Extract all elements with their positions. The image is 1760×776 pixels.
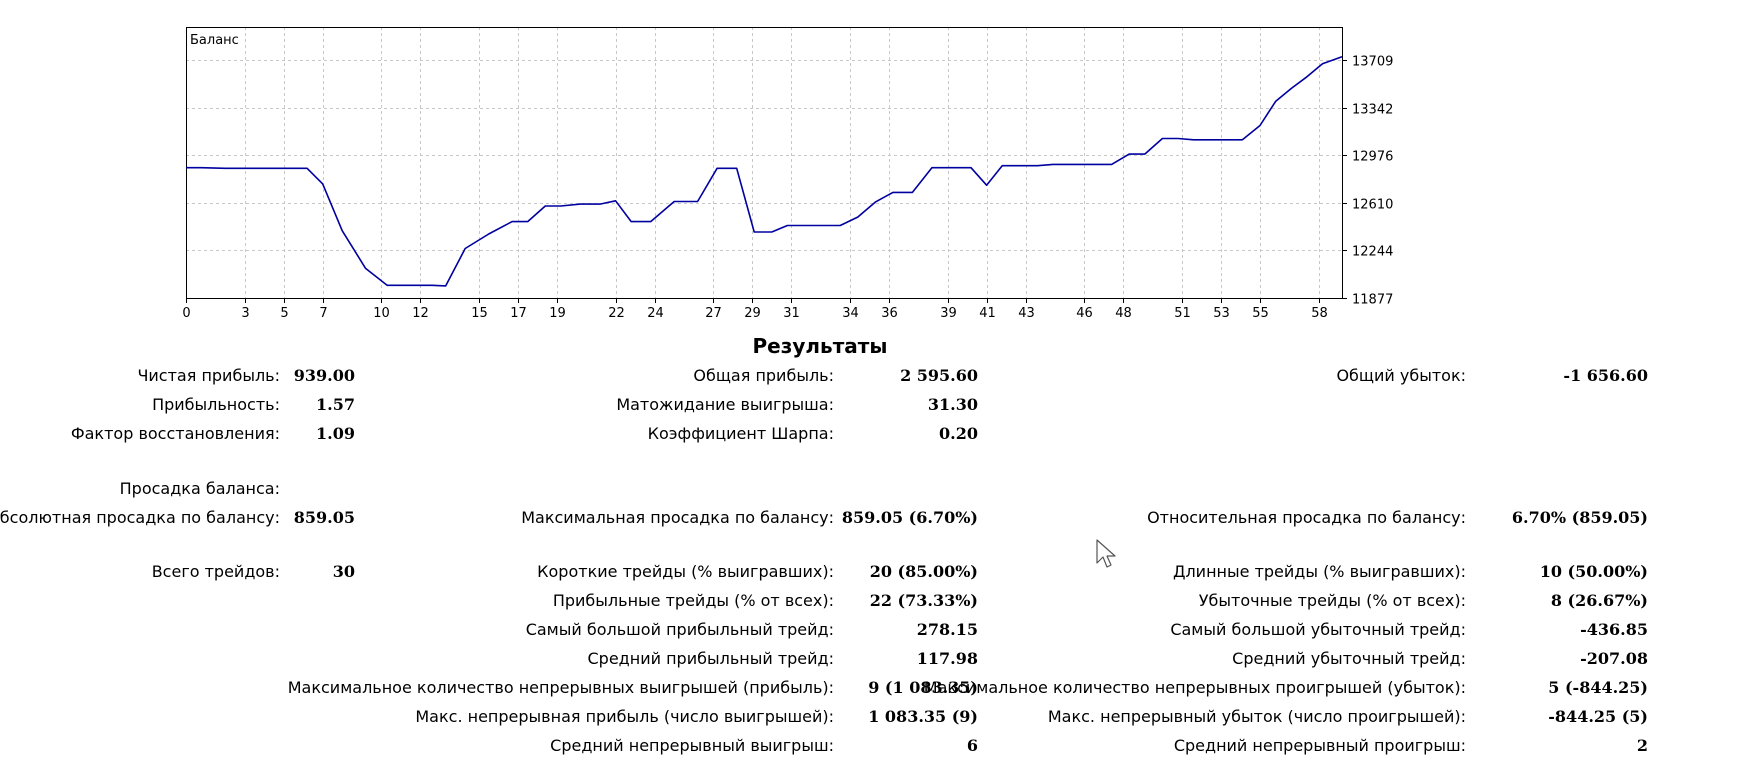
y-axis: 11877 12244 12610 12976 13342 13709 xyxy=(1342,55,1393,308)
expected-payoff-value: 31.30 xyxy=(927,395,978,414)
max-consecutive-losses-value: 5 (-844.25) xyxy=(1548,678,1648,697)
balance-chart: Баланс 0 3 5 7 10 12 15 17 19 22 24 27 29 31 34 36 39 41 4… xyxy=(182,27,1393,321)
gross-profit-label: Общая прибыль: xyxy=(693,366,834,385)
short-trades-value: 20 (85.00%) xyxy=(869,562,978,581)
net-profit-label: Чистая прибыль: xyxy=(137,366,280,385)
sharpe-ratio-value: 0.20 xyxy=(939,424,978,443)
x-tick-label: 41 xyxy=(979,306,996,321)
loss-trades-label: Убыточные трейды (% от всех): xyxy=(1198,591,1466,610)
chart-title: Баланс xyxy=(190,33,239,48)
y-tick-label: 12610 xyxy=(1352,198,1393,213)
x-tick-label: 31 xyxy=(783,306,800,321)
x-tick-label: 51 xyxy=(1174,306,1191,321)
gross-loss-value: -1 656.60 xyxy=(1563,366,1648,385)
x-tick-label: 58 xyxy=(1311,306,1328,321)
relative-drawdown-label: Относительная просадка по балансу: xyxy=(1147,508,1466,527)
x-tick-label: 12 xyxy=(412,306,429,321)
plot-frame xyxy=(186,27,1343,299)
relative-drawdown-value: 6.70% (859.05) xyxy=(1511,508,1648,527)
recovery-factor-label: Фактор восстановления: xyxy=(70,424,280,443)
gross-profit-value: 2 595.60 xyxy=(900,366,978,385)
profit-factor-label: Прибыльность: xyxy=(152,395,280,414)
y-tick-label: 13709 xyxy=(1352,55,1393,70)
max-consecutive-profit-value: 1 083.35 (9) xyxy=(868,707,978,726)
max-consecutive-wins-value: 9 (1 083.35) xyxy=(868,678,978,697)
profit-trades-label: Прибыльные трейды (% от всех): xyxy=(552,591,834,610)
x-tick-label: 7 xyxy=(319,306,327,321)
x-tick-label: 17 xyxy=(510,306,527,321)
largest-loss-trade-label: Самый большой убыточный трейд: xyxy=(1170,620,1466,639)
max-drawdown-value: 859.05 (6.70%) xyxy=(841,508,978,527)
average-consecutive-wins-value: 6 xyxy=(966,736,978,755)
long-trades-value: 10 (50.00%) xyxy=(1539,562,1648,581)
recovery-factor-value: 1.09 xyxy=(316,424,355,443)
average-loss-trade-label: Средний убыточный трейд: xyxy=(1232,649,1466,668)
x-tick-label: 43 xyxy=(1018,306,1035,321)
results-title: Результаты xyxy=(752,334,888,358)
net-profit-value: 939.00 xyxy=(293,366,355,385)
x-tick-label: 3 xyxy=(241,306,249,321)
x-tick-label: 36 xyxy=(881,306,898,321)
x-tick-label: 48 xyxy=(1115,306,1132,321)
x-tick-label: 34 xyxy=(842,306,859,321)
x-tick-label: 27 xyxy=(705,306,722,321)
largest-profit-trade-label: Самый большой прибыльный трейд: xyxy=(525,620,834,639)
absolute-drawdown-label: Абсолютная просадка по балансу: xyxy=(0,508,280,527)
x-tick-label: 5 xyxy=(280,306,288,321)
largest-loss-trade-value: -436.85 xyxy=(1580,620,1648,639)
max-consecutive-profit-label: Макс. непрерывная прибыль (число выигрыш… xyxy=(415,707,834,726)
x-tick-label: 46 xyxy=(1076,306,1093,321)
max-consecutive-wins-label: Максимальное количество непрерывных выиг… xyxy=(287,678,834,697)
y-tick-label: 12976 xyxy=(1352,150,1393,165)
short-trades-label: Короткие трейды (% выигравших): xyxy=(537,562,834,581)
average-consecutive-losses-value: 2 xyxy=(1636,736,1648,755)
x-tick-label: 19 xyxy=(549,306,566,321)
total-trades-value: 30 xyxy=(332,562,355,581)
absolute-drawdown-value: 859.05 xyxy=(293,508,355,527)
max-drawdown-label: Максимальная просадка по балансу: xyxy=(521,508,834,527)
x-tick-label: 22 xyxy=(608,306,625,321)
series-line-balance xyxy=(186,56,1343,287)
max-consecutive-loss-label: Макс. непрерывный убыток (число проигрыш… xyxy=(1047,707,1466,726)
gross-loss-label: Общий убыток: xyxy=(1336,366,1466,385)
max-consecutive-loss-value: -844.25 (5) xyxy=(1548,707,1648,726)
sharpe-ratio-label: Коэффициент Шарпа: xyxy=(647,424,834,443)
x-axis: 0 3 5 7 10 12 15 17 19 22 24 27 29 31 34 36 39 41 43 46 48 51… xyxy=(182,298,1328,321)
average-profit-trade-value: 117.98 xyxy=(916,649,978,668)
average-consecutive-losses-label: Средний непрерывный проигрыш: xyxy=(1173,736,1466,755)
y-tick-label: 12244 xyxy=(1352,245,1393,260)
y-tick-label: 11877 xyxy=(1352,293,1393,308)
average-loss-trade-value: -207.08 xyxy=(1580,649,1648,668)
x-tick-label: 39 xyxy=(940,306,957,321)
x-tick-label: 53 xyxy=(1213,306,1230,321)
profit-factor-value: 1.57 xyxy=(316,395,355,414)
x-tick-label: 0 xyxy=(182,306,190,321)
x-tick-label: 55 xyxy=(1252,306,1269,321)
largest-profit-trade-value: 278.15 xyxy=(916,620,978,639)
average-consecutive-wins-label: Средний непрерывный выигрыш: xyxy=(550,736,834,755)
chart-series xyxy=(186,56,1343,287)
long-trades-label: Длинные трейды (% выигравших): xyxy=(1172,562,1466,581)
profit-trades-value: 22 (73.33%) xyxy=(869,591,978,610)
max-consecutive-losses-label: Максимальное количество непрерывных прои… xyxy=(923,678,1466,697)
total-trades-label: Всего трейдов: xyxy=(151,562,280,581)
y-tick-label: 13342 xyxy=(1352,103,1393,118)
x-tick-label: 24 xyxy=(647,306,664,321)
average-profit-trade-label: Средний прибыльный трейд: xyxy=(587,649,835,668)
x-tick-label: 29 xyxy=(744,306,761,321)
balance-drawdown-label: Просадка баланса: xyxy=(119,479,280,498)
expected-payoff-label: Матожидание выигрыша: xyxy=(616,395,834,414)
x-tick-label: 15 xyxy=(471,306,488,321)
mouse-pointer-icon xyxy=(1096,539,1116,568)
x-tick-label: 10 xyxy=(373,306,390,321)
loss-trades-value: 8 (26.67%) xyxy=(1550,591,1648,610)
